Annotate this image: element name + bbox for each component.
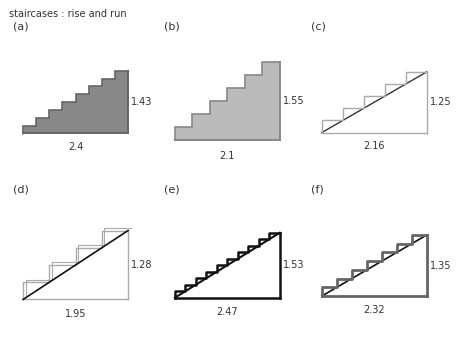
Text: 1.95: 1.95	[65, 309, 86, 319]
Text: staircases : rise and run: staircases : rise and run	[9, 9, 127, 19]
Text: 2.4: 2.4	[68, 142, 83, 152]
Text: 2.32: 2.32	[364, 305, 385, 315]
Polygon shape	[23, 71, 128, 133]
Text: (e): (e)	[164, 185, 180, 195]
Text: 1.43: 1.43	[131, 97, 152, 107]
Text: 2.47: 2.47	[217, 307, 238, 317]
Text: 2.1: 2.1	[219, 151, 235, 161]
Text: 2.16: 2.16	[364, 141, 385, 151]
Text: (d): (d)	[12, 185, 28, 195]
Text: 1.28: 1.28	[131, 260, 152, 270]
Text: 1.35: 1.35	[429, 261, 451, 271]
Text: (c): (c)	[311, 21, 326, 31]
Text: (b): (b)	[164, 21, 180, 31]
Polygon shape	[175, 62, 280, 140]
Text: (a): (a)	[12, 21, 28, 31]
Text: 1.55: 1.55	[283, 96, 304, 106]
Text: 1.25: 1.25	[429, 97, 451, 107]
Text: (f): (f)	[311, 185, 324, 195]
Text: 1.53: 1.53	[283, 260, 304, 270]
